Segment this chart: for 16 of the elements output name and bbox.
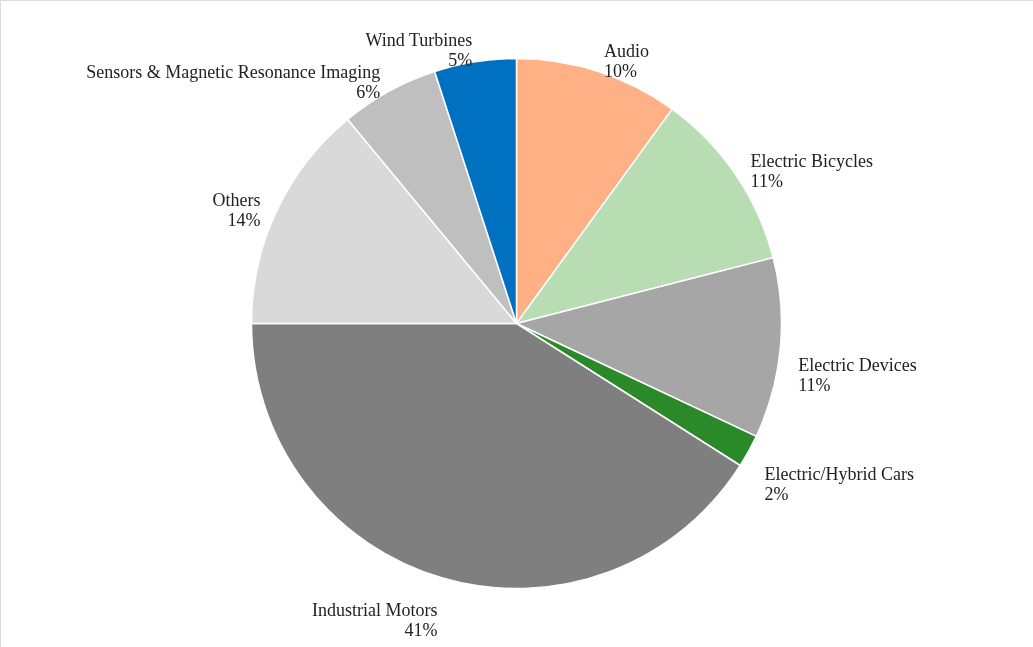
data-label: 14%	[227, 209, 261, 230]
data-label: 5%	[448, 50, 473, 71]
data-label: 11%	[750, 170, 783, 191]
data-label: 41%	[404, 619, 438, 640]
slice-label: Industrial Motors	[312, 599, 438, 620]
data-label: 2%	[764, 484, 789, 505]
slice-label: Electric Devices	[798, 354, 917, 375]
slice-label: Wind Turbines	[365, 30, 473, 51]
data-label: 10%	[603, 60, 637, 81]
slice-label: Electric/Hybrid Cars	[764, 464, 914, 485]
slice-label: Others	[212, 189, 261, 210]
slice-label: Electric Bicycles	[750, 150, 874, 171]
slice-label: Sensors & Magnetic Resonance Imaging	[86, 62, 381, 83]
slice-label: Audio	[603, 40, 649, 61]
data-label: 11%	[798, 374, 831, 395]
data-label: 6%	[356, 82, 381, 103]
